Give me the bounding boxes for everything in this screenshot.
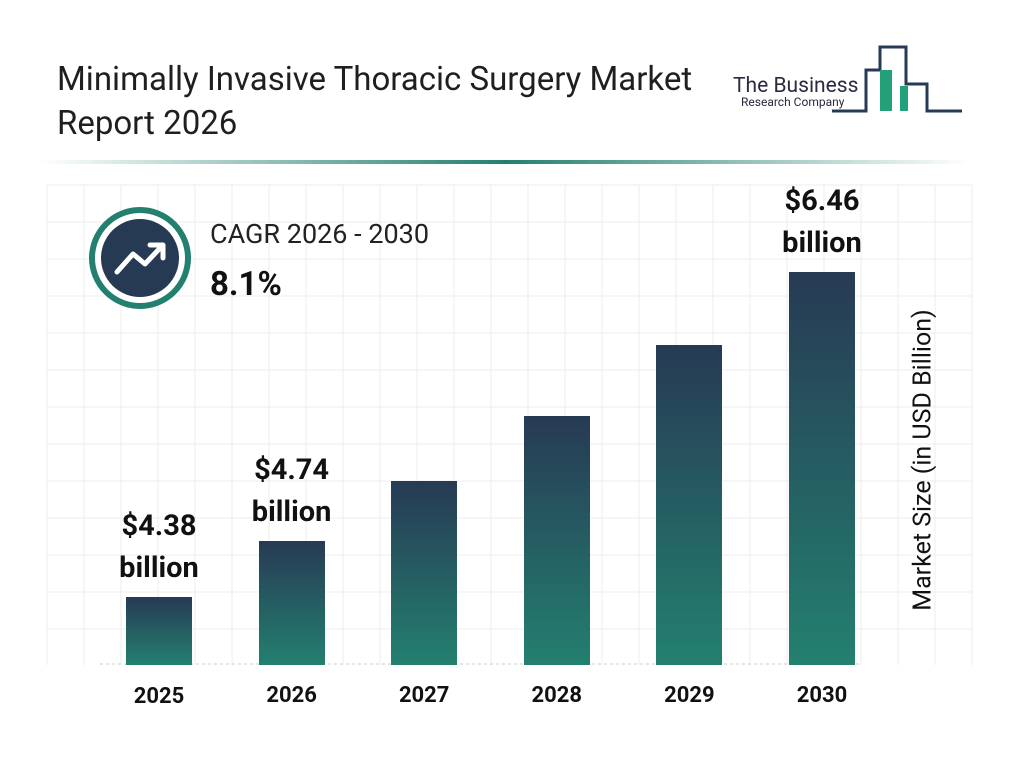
chart-title: Minimally Invasive Thoracic Surgery Mark… <box>57 60 693 143</box>
x-tick-label: 2028 <box>531 683 583 708</box>
x-tick-label: 2030 <box>796 683 848 708</box>
logo-text: The Business <box>733 74 859 98</box>
value-label: $6.46 billion <box>782 184 862 260</box>
cagr-label: CAGR 2026 - 2030 <box>210 218 430 250</box>
value-label: $4.74 billion <box>251 452 332 529</box>
x-tick-label: 2026 <box>266 683 317 708</box>
value-label: $4.38 billion <box>119 509 199 585</box>
x-tick-label: 2025 <box>133 684 185 709</box>
y-axis-label: Market Size (in USD Billion) <box>908 309 938 611</box>
bar <box>523 415 590 665</box>
bar <box>391 481 458 665</box>
cagr-value: 8.1% <box>210 265 282 304</box>
bar <box>656 345 723 665</box>
logo-subtext: Research Company <box>741 95 845 109</box>
x-tick-label: 2029 <box>664 683 715 708</box>
bar <box>258 540 325 665</box>
bar <box>789 272 855 665</box>
bar <box>126 597 192 665</box>
x-tick-label: 2027 <box>398 683 450 708</box>
